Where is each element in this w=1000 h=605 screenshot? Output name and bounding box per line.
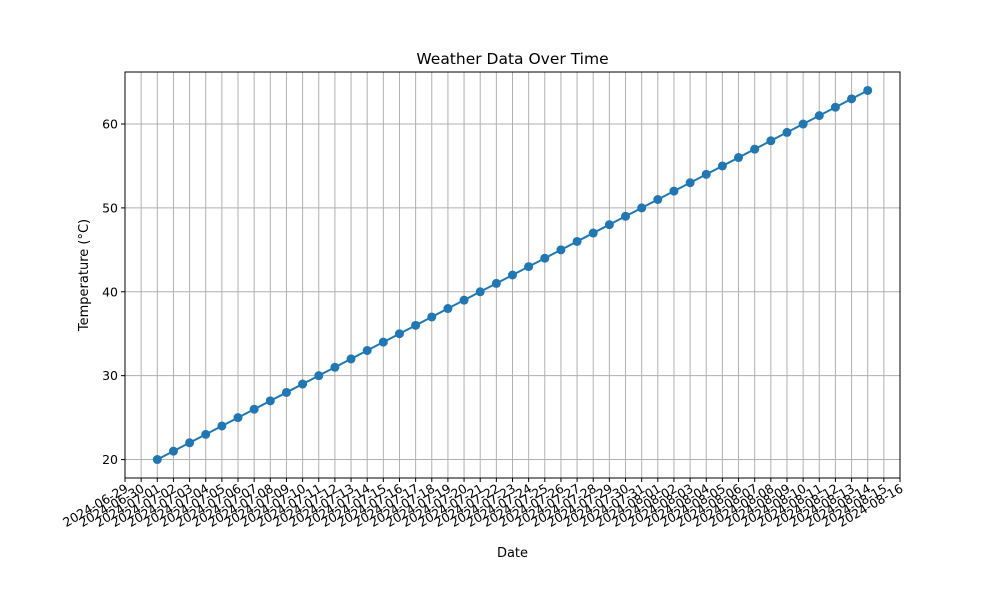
y-axis-label: Temperature (°C) [77,219,92,332]
data-point [411,320,421,330]
data-point [588,228,598,238]
data-point [185,438,195,448]
data-point [782,127,792,137]
data-point [201,429,211,439]
y-tick-label: 50 [102,200,118,215]
data-point [427,312,437,322]
data-point [265,396,275,406]
data-point [378,337,388,347]
chart-title: Weather Data Over Time [416,50,608,68]
data-point [556,245,566,255]
data-point [459,295,469,305]
data-point [233,413,243,423]
y-tick-label: 60 [102,117,118,132]
data-point [217,421,227,431]
data-point [314,371,324,381]
x-axis-label: Date [497,546,528,561]
y-tick-label: 20 [102,452,118,467]
y-tick-label: 40 [102,284,118,299]
grid-layer [124,72,901,478]
data-point [508,270,517,280]
data-point [362,345,372,355]
data-point [814,111,824,121]
data-point [766,136,776,146]
data-point [863,85,873,95]
series-layer [152,85,873,465]
data-point [734,153,744,163]
data-point [685,178,695,188]
data-point [669,186,679,196]
data-point [572,236,582,246]
data-point [281,387,291,397]
data-point [637,203,647,213]
data-point [847,94,857,104]
data-point [298,379,308,389]
data-point [717,161,727,171]
data-point [830,102,840,112]
data-point [394,329,404,339]
data-point [653,195,663,205]
plot-area-frame [124,71,901,479]
data-point [524,262,534,272]
data-point [443,304,453,314]
data-point [798,119,808,129]
y-tick-label: 30 [102,368,118,383]
data-point [540,253,550,263]
data-point [168,446,178,456]
data-point [750,144,760,154]
data-point [701,169,711,179]
ticks-layer: 2024-06-292024-06-302024-07-012024-07-02… [60,117,905,530]
data-point [249,404,259,414]
data-point [604,220,614,230]
data-point [491,278,501,288]
data-point [330,362,340,372]
data-point [621,211,631,221]
data-point [152,455,162,465]
data-point [346,354,356,364]
data-point [475,287,485,297]
